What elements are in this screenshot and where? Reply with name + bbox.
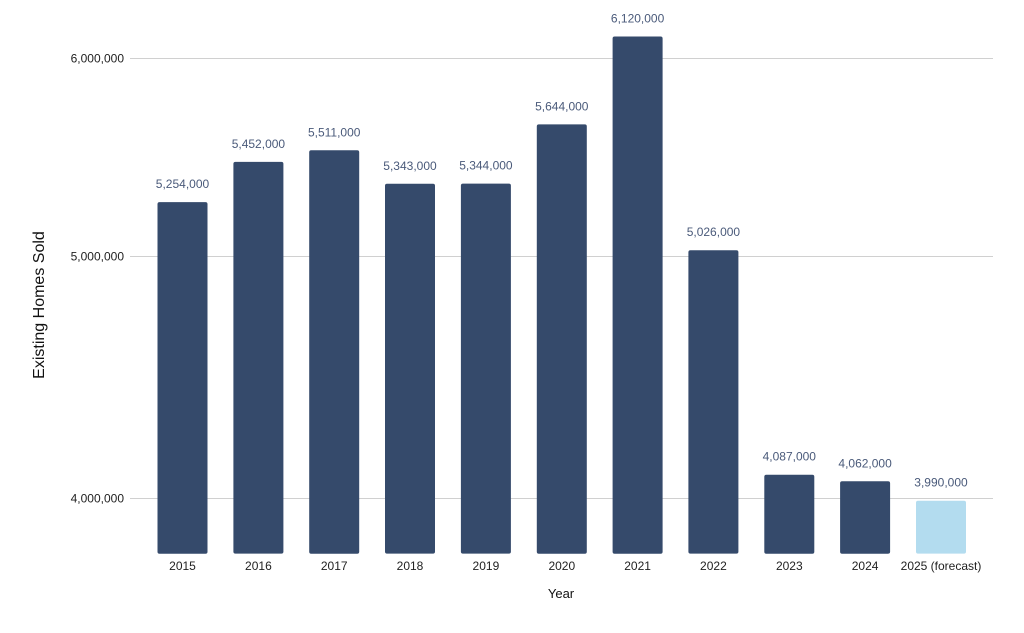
data-label: 5,344,000 <box>459 159 513 173</box>
bar <box>916 500 966 554</box>
bar <box>309 150 360 554</box>
data-label: 4,087,000 <box>763 450 817 464</box>
x-tick-label: 2019 <box>473 559 500 573</box>
bar <box>157 202 208 554</box>
y-axis-title: Existing Homes Sold <box>31 231 48 379</box>
x-axis-title: Year <box>548 586 575 601</box>
data-label: 5,343,000 <box>383 159 437 173</box>
x-tick-label: 2018 <box>397 559 424 573</box>
y-tick-label: 5,000,000 <box>71 250 125 264</box>
data-label: 4,062,000 <box>838 456 892 470</box>
data-label: 5,254,000 <box>156 177 210 191</box>
x-tick-label: 2025 (forecast) <box>901 559 982 573</box>
x-tick-label: 2023 <box>776 559 803 573</box>
data-label: 6,120,000 <box>611 12 665 26</box>
bar <box>460 183 511 554</box>
y-tick-label: 6,000,000 <box>71 52 125 66</box>
x-tick-label: 2024 <box>852 559 879 573</box>
data-label: 5,511,000 <box>308 125 361 139</box>
bars <box>157 36 966 554</box>
x-tick-label: 2020 <box>548 559 575 573</box>
x-tick-label: 2017 <box>321 559 348 573</box>
bar <box>233 161 284 554</box>
bar <box>385 183 435 554</box>
x-axis-ticks: 2015 2016 2017 2018 2019 2020 2021 2022 2023 2024… <box>169 559 981 573</box>
bar <box>536 124 587 554</box>
x-tick-label: 2022 <box>700 559 727 573</box>
y-axis-ticks: 4,000,000 5,000,000 6,000,000 <box>71 52 125 506</box>
x-tick-label: 2015 <box>169 559 196 573</box>
data-label: 3,990,000 <box>914 476 968 490</box>
bar <box>764 474 815 554</box>
data-label: 5,026,000 <box>687 225 741 239</box>
x-tick-label: 2016 <box>245 559 272 573</box>
data-label: 5,644,000 <box>535 99 589 113</box>
data-labels: 5,254,000 5,452,000 5,511,000 5,343,000 5,34… <box>156 12 968 490</box>
bar <box>840 481 891 554</box>
y-tick-label: 4,000,000 <box>71 492 125 506</box>
data-label: 5,452,000 <box>232 137 286 151</box>
bar <box>688 250 739 554</box>
bar <box>612 36 663 554</box>
x-tick-label: 2021 <box>624 559 651 573</box>
